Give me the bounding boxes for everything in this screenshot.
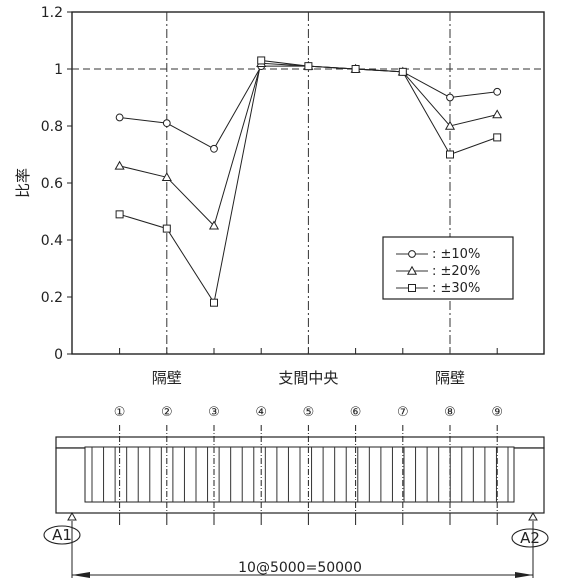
panel-number: ④ (255, 405, 267, 420)
support-label-a1: A1 (43, 525, 81, 545)
dimension-arrow-left (72, 572, 90, 578)
legend-label-20: : ±20% (432, 264, 480, 279)
marker-circle (446, 93, 454, 102)
marker-square (115, 210, 124, 219)
support-triangle-right (528, 511, 538, 521)
x-category-label: 隔壁 (435, 369, 465, 387)
marker-circle (210, 144, 218, 153)
marker-square (351, 65, 360, 73)
y-tick-label: 1 (54, 62, 63, 78)
marker-square (304, 62, 313, 71)
y-axis-label: 比率 (14, 168, 32, 198)
marker-square (162, 224, 171, 233)
marker-square (257, 56, 266, 65)
y-tick-label: 0 (54, 347, 63, 363)
y-tick-label: 0.8 (41, 119, 63, 135)
support-label-a2: A2 (511, 528, 549, 548)
support-triangle-left (67, 511, 77, 521)
legend-marker-triangle (406, 265, 418, 275)
x-category-label: 支間中央 (278, 369, 338, 387)
diaphragm-lines (119, 425, 498, 513)
marker-circle (493, 87, 502, 96)
legend-label-10: : ±10% (432, 247, 480, 262)
chart-area: 0 0.2 0.4 0.6 0.8 1 1.2 比率 隔壁 支間中央 隔壁 : ±10% : ±… (14, 5, 545, 387)
marker-triangle (492, 109, 503, 119)
panel-number: ① (114, 405, 126, 420)
series-markers-3 (115, 56, 502, 307)
marker-triangle (114, 160, 125, 170)
y-tick-label: 0.4 (41, 233, 63, 249)
panel-number: ② (161, 405, 173, 420)
legend-marker-circle (408, 250, 416, 258)
panel-number: ⑦ (397, 405, 409, 420)
y-axis-ticks: 0 0.2 0.4 0.6 0.8 1 1.2 (41, 5, 72, 363)
dimension-label: 10@5000=50000 (238, 560, 362, 576)
y-tick-label: 1.2 (41, 5, 63, 21)
legend: : ±10% : ±20% : ±30% (382, 236, 514, 300)
marker-triangle (161, 172, 172, 181)
marker-triangle (444, 120, 456, 130)
legend-marker-square (408, 284, 416, 292)
x-category-label: 隔壁 (152, 369, 182, 387)
dimension-arrow-right (515, 572, 533, 578)
series-layer (114, 56, 503, 307)
legend-entry-30: : ±30% (396, 281, 480, 296)
legend-entry-10: : ±10% (396, 247, 480, 262)
bottom-ticks (119, 513, 498, 525)
x-category-labels: 隔壁 支間中央 隔壁 (152, 369, 465, 387)
girder-diagram: ① ② ③ ④ ⑤ ⑥ ⑦ ⑧ ⑨ A1 A2 10@5000=50000 (43, 405, 549, 578)
marker-square (210, 298, 218, 307)
panel-number: ⑧ (444, 405, 456, 420)
marker-triangle (208, 220, 220, 230)
marker-circle (115, 113, 124, 122)
panel-number: ③ (208, 405, 220, 420)
panel-number: ⑨ (491, 405, 503, 420)
legend-box (382, 236, 514, 300)
support-a1-text: A1 (52, 526, 72, 544)
legend-entry-20: : ±20% (396, 264, 480, 279)
marker-square (398, 67, 407, 76)
marker-square (493, 133, 502, 142)
y-tick-label: 0.6 (41, 176, 63, 192)
panel-number: ⑥ (350, 405, 362, 420)
panel-number: ⑤ (303, 405, 315, 420)
legend-label-30: : ±30% (432, 281, 480, 296)
girder-top-flange (55, 436, 545, 449)
panel-numbers: ① ② ③ ④ ⑤ ⑥ ⑦ ⑧ ⑨ (114, 405, 503, 420)
support-a2-text: A2 (520, 529, 540, 547)
marker-square (446, 150, 454, 159)
y-tick-label: 0.2 (41, 290, 63, 306)
marker-circle (162, 119, 171, 128)
